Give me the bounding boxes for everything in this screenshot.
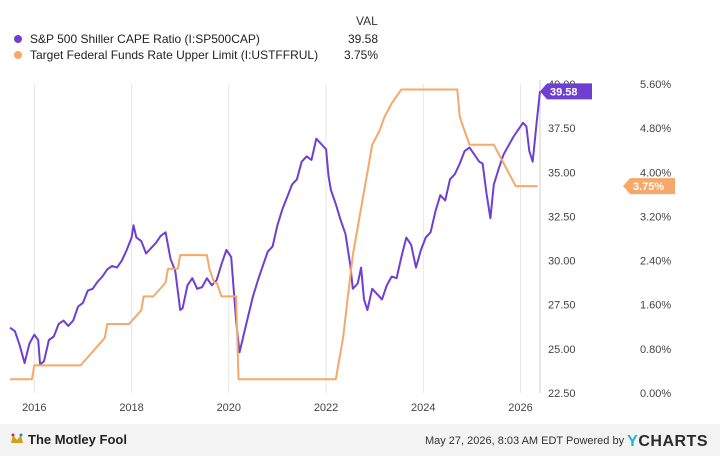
ycharts-logo[interactable]: YCHARTS: [627, 433, 708, 450]
legend-label-cape: S&P 500 Shiller CAPE Ratio (I:SP500CAP): [30, 32, 260, 46]
legend-label-fedfunds: Target Federal Funds Rate Upper Limit (I…: [30, 48, 319, 62]
y-tick-label-cape: 25.00: [548, 344, 576, 356]
y-tick-label-cape: 37.50: [548, 123, 576, 135]
y-tick-label-rate: 0.00%: [640, 388, 671, 400]
jester-hat-icon: [11, 433, 23, 443]
line-chart: 2016 2018 2020 2022 2024 2026 22.50 25.00 27.50 3…: [9, 79, 675, 414]
y-tick-label-cape: 30.00: [548, 256, 576, 268]
ycharts-logo-text: CHARTS: [638, 433, 708, 450]
end-tag-cape: [540, 83, 592, 100]
x-tick-label: 2016: [22, 402, 46, 414]
y-tick-label-cape: 32.50: [548, 211, 576, 223]
footer-attribution: May 27, 2026, 8:03 AM EDT Powered by YCH…: [425, 433, 708, 451]
legend-marker-cape: [14, 35, 22, 43]
x-tick-label: 2018: [119, 402, 143, 414]
y-tick-label-rate: 4.80%: [640, 123, 671, 135]
x-tick-label: 2022: [314, 402, 338, 414]
motley-fool-logo[interactable]: The Motley Fool: [10, 432, 127, 447]
series-line-cape: [9, 91, 541, 366]
y-tick-label-rate: 2.40%: [640, 256, 671, 268]
legend-value-fedfunds: 3.75%: [343, 48, 378, 62]
footer: The Motley Fool May 27, 2026, 8:03 AM ED…: [0, 424, 720, 456]
y-tick-label-rate: 4.00%: [640, 167, 671, 179]
ycharts-logo-y: Y: [627, 433, 639, 450]
brand-name: The Motley Fool: [28, 432, 127, 447]
y-tick-label-rate: 5.60%: [640, 79, 671, 91]
powered-by-label: Powered by: [566, 435, 625, 447]
legend-value-cape: 39.58: [347, 32, 378, 46]
x-tick-label: 2020: [217, 402, 241, 414]
x-tick-label: 2024: [411, 402, 435, 414]
legend-item-cape: S&P 500 Shiller CAPE Ratio (I:SP500CAP): [14, 30, 260, 48]
y-tick-label-rate: 1.60%: [640, 300, 671, 312]
series-line-fedfunds: [10, 88, 538, 381]
x-tick-label: 2026: [508, 402, 532, 414]
y-tick-label-cape: 27.50: [548, 300, 576, 312]
legend-marker-fedfunds: [14, 51, 22, 59]
legend-item-fedfunds: Target Federal Funds Rate Upper Limit (I…: [14, 46, 318, 64]
end-label-cape: 39.58: [550, 86, 578, 98]
y-tick-label-cape: 35.00: [548, 167, 576, 179]
legend-value-header: VAL: [356, 14, 378, 28]
y-tick-label-rate: 3.20%: [640, 211, 671, 223]
end-label-fedfunds: 3.75%: [633, 181, 664, 193]
timestamp: May 27, 2026, 8:03 AM EDT: [424, 435, 563, 447]
y-tick-label-rate: 0.80%: [640, 344, 671, 356]
end-tag-fedfunds: [623, 178, 675, 195]
chart-legend: VAL S&P 500 Shiller CAPE Ratio (I:SP500C…: [0, 0, 720, 70]
y-tick-label-cape: 22.50: [548, 388, 576, 400]
